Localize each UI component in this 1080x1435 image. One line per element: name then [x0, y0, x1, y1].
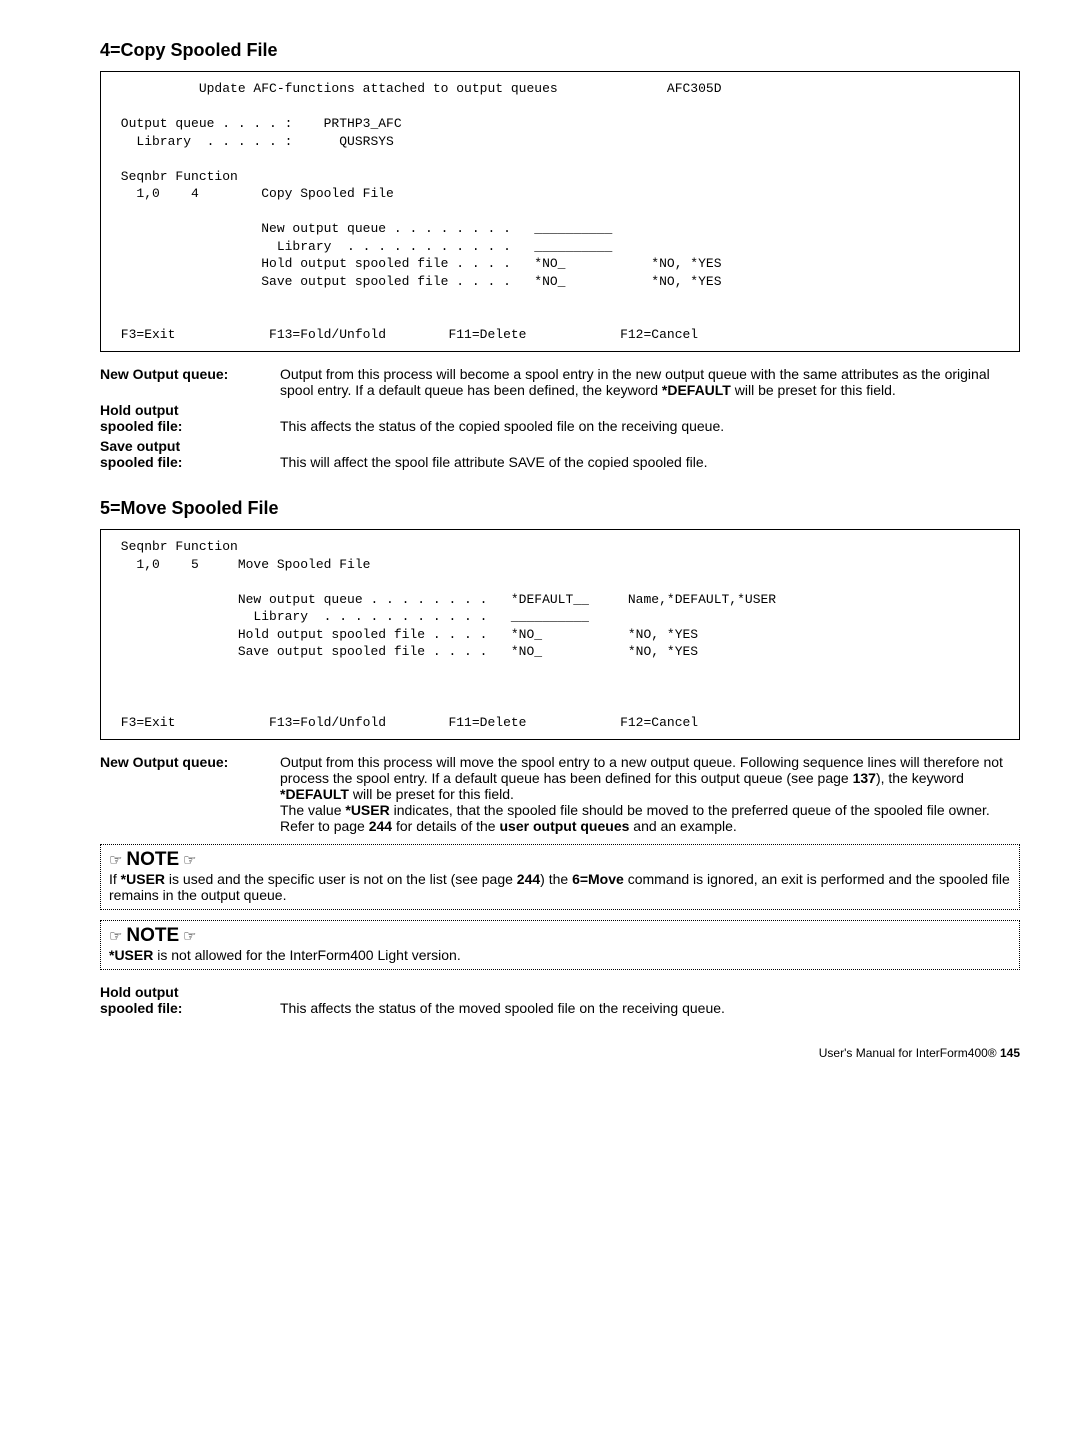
note1-body: If *USER is used and the specific user i… [109, 871, 1011, 903]
note1-box: ☞ NOTE ☞ If *USER is used and the specif… [100, 844, 1020, 910]
n2-b1: *USER [109, 947, 153, 963]
s5-noq-p2d: and an example. [629, 818, 736, 834]
s4-hold-l2: spooled file: [100, 418, 280, 434]
s5-noq-p1b1: 137 [853, 770, 876, 786]
hand-icon-2a: ☞ [109, 928, 122, 945]
s5-noq-p1c: will be preset for this field. [349, 786, 514, 802]
footer-text: User's Manual for InterForm400® [819, 1046, 1000, 1060]
section4-terminal: Update AFC-functions attached to output … [100, 71, 1020, 352]
section5-terminal: Seqnbr Function 1,0 5 Move Spooled File … [100, 529, 1020, 740]
n1-b1: *USER [121, 871, 165, 887]
s4-save-body: This will affect the spool file attribut… [280, 438, 1020, 470]
s4-save-l1: Save output [100, 438, 280, 454]
s4-hold-body: This affects the status of the copied sp… [280, 402, 1020, 434]
s5-noq-p2b3: user output queues [500, 818, 630, 834]
s5-hold-l1: Hold output [100, 984, 280, 1000]
s4-noq-bold1: *DEFAULT [662, 382, 731, 398]
note2-body: *USER is not allowed for the InterForm40… [109, 947, 1011, 963]
s4-noq-text2: will be preset for this field. [731, 382, 896, 398]
s4-new-output-queue-row: New Output queue: Output from this proce… [100, 366, 1020, 398]
s5-noq-p2a: The value [280, 802, 345, 818]
s5-hold-label: Hold output spooled file: [100, 984, 280, 1016]
s4-save-text: This will affect the spool file attribut… [280, 454, 708, 470]
n1-b3: 6=Move [572, 871, 624, 887]
s4-hold-row: Hold output spooled file: This affects t… [100, 402, 1020, 434]
n1-b2: 244 [517, 871, 540, 887]
s5-noq-p1b: ), the keyword [876, 770, 964, 786]
s4-save-label: Save output spooled file: [100, 438, 280, 470]
note2-title: NOTE [126, 925, 179, 947]
section5-heading: 5=Move Spooled File [100, 498, 1020, 519]
s4-hold-text: This affects the status of the copied sp… [280, 418, 724, 434]
page-footer: User's Manual for InterForm400® 145 [100, 1046, 1020, 1060]
s5-noq-p2b1: *USER [345, 802, 389, 818]
s4-noq-label: New Output queue: [100, 366, 280, 398]
s4-save-row: Save output spooled file: This will affe… [100, 438, 1020, 470]
note2-box: ☞ NOTE ☞ *USER is not allowed for the In… [100, 920, 1020, 970]
s5-noq-p2c: for details of the [392, 818, 499, 834]
s5-noq-label: New Output queue: [100, 754, 280, 834]
hand-icon-1b: ☞ [183, 852, 196, 869]
s5-hold-text: This affects the status of the moved spo… [280, 1000, 725, 1016]
s5-hold-row: Hold output spooled file: This affects t… [100, 984, 1020, 1016]
s5-hold-body: This affects the status of the moved spo… [280, 984, 1020, 1016]
s5-noq-row: New Output queue: Output from this proce… [100, 754, 1020, 834]
s4-save-l2: spooled file: [100, 454, 280, 470]
n1-t3: ) the [540, 871, 572, 887]
n2-t2: is not allowed for the InterForm400 Ligh… [153, 947, 460, 963]
n1-t2: is used and the specific user is not on … [165, 871, 517, 887]
s4-hold-label: Hold output spooled file: [100, 402, 280, 434]
s5-hold-l2: spooled file: [100, 1000, 280, 1016]
s5-noq-body: Output from this process will move the s… [280, 754, 1020, 834]
s4-noq-body: Output from this process will become a s… [280, 366, 1020, 398]
s5-noq-p2b2: 244 [369, 818, 392, 834]
hand-icon-2b: ☞ [183, 928, 196, 945]
note1-title: NOTE [126, 849, 179, 871]
s5-noq-p1b2: *DEFAULT [280, 786, 349, 802]
n1-t1: If [109, 871, 121, 887]
s4-hold-l1: Hold output [100, 402, 280, 418]
footer-page: 145 [1000, 1046, 1020, 1060]
section4-heading: 4=Copy Spooled File [100, 40, 1020, 61]
hand-icon-1a: ☞ [109, 852, 122, 869]
